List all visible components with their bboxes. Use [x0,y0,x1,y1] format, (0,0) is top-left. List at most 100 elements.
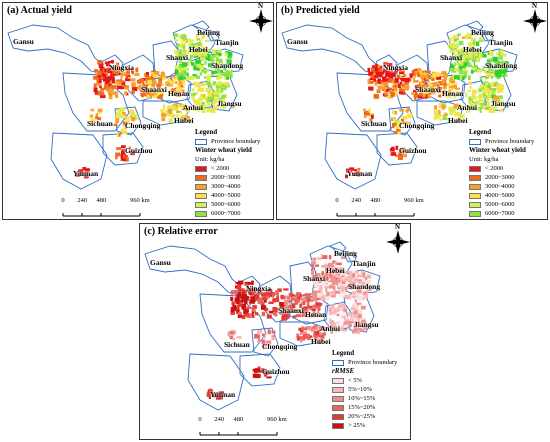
county-cell [471,103,476,108]
county-cell [316,302,321,307]
county-cell [98,78,102,84]
province-label: Sichuan [361,119,387,128]
county-cell [201,46,207,52]
county-cell [194,107,199,112]
county-cell [208,58,211,61]
county-cell [385,88,390,92]
county-cell [317,296,320,301]
county-cell [145,72,149,77]
county-cell [329,255,332,260]
legend-class-label: < 2000 [485,165,504,172]
province-label: Beijing [197,28,220,37]
province-label: Hubei [174,116,194,125]
county-cell [328,310,333,316]
county-cell [461,48,465,51]
county-cell [388,94,392,98]
county-cell [273,309,278,313]
county-cell [189,49,194,52]
province-label: Chongqing [262,342,298,351]
county-cell [229,331,234,335]
county-cell [398,91,403,95]
county-cell [411,92,415,96]
county-cell [488,108,494,113]
county-cell [317,280,322,283]
county-cell [465,92,468,98]
county-cell [220,88,224,93]
county-cell [189,39,194,43]
county-cell [147,79,152,85]
legend-title: Legend [195,128,218,136]
county-cell [377,68,383,72]
county-cell [328,262,334,268]
county-cell [487,63,490,69]
county-cell [364,282,369,287]
panel-predicted-yield: (b) Predicted yield Gansu Beijing Tianjin H… [276,2,548,220]
county-cell [348,316,351,319]
county-cell [218,88,221,92]
legend-boundary-row: Province boundary [469,137,534,146]
legend-class-row: > 7000 [469,218,534,219]
county-cell [457,112,461,116]
county-cell [368,71,374,76]
county-cell [181,70,185,76]
province-label: Yunnan [210,390,236,399]
legend-title: Legend [469,128,492,136]
county-cell [343,305,347,309]
legend-class-row: 3000~4000 [469,182,534,191]
county-cell [212,81,217,85]
county-cell [268,301,274,304]
legend-boundary-row: Province boundary [332,358,397,367]
province-label: Gansu [13,37,34,46]
county-cell [271,337,276,340]
legend-class-label: 10%~15% [348,395,376,402]
county-cell [215,83,219,86]
county-cell [100,87,105,91]
county-cell [208,388,213,393]
panel-actual-yield: (a) Actual yield Gansu Beijing Tianjin Hebe… [2,2,274,220]
county-cell [207,63,213,68]
province-label: Hebei [189,45,208,54]
county-cell [252,373,258,378]
county-cell [254,312,259,316]
county-cell [130,109,135,115]
county-cell [484,107,488,110]
county-cell [266,343,272,346]
county-cell [194,82,201,87]
county-cell [358,319,362,322]
county-cell [131,70,134,73]
county-cell [433,116,438,120]
county-cell [131,112,135,117]
county-cell [487,93,492,99]
county-cell [310,327,316,332]
county-cell [427,93,430,99]
county-cell [119,80,125,83]
county-cell [491,107,495,112]
county-cell [357,309,363,314]
county-cell [406,107,410,112]
county-cell [401,77,405,82]
province-outline [50,132,108,190]
county-cell [228,73,233,79]
county-cell [236,309,239,314]
county-cell [356,302,362,305]
province-label: Shaanxi [415,85,441,94]
province-outline [102,132,144,166]
county-cell [119,68,123,72]
legend-class-label: 3000~4000 [485,183,515,190]
county-cell [250,290,257,294]
county-cell [150,93,154,97]
county-cell [300,294,303,298]
province-outline [7,24,104,74]
scale-bar: 0 240 480 960 km [61,197,149,211]
county-cell [453,94,457,99]
county-cell [220,104,225,108]
county-cell [218,394,223,400]
province-label: Shanxi [440,53,463,62]
county-cell [360,317,364,320]
county-cell [117,85,123,90]
province-label: Ningxia [383,63,409,72]
county-cell [334,260,337,266]
county-cell [186,72,189,77]
county-cell [454,112,460,117]
county-cell [476,100,481,105]
